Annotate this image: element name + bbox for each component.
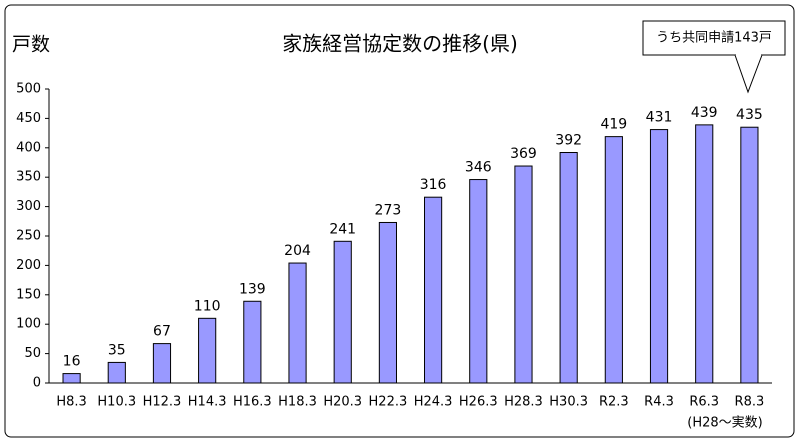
bar: [378, 221, 397, 384]
bar: [243, 300, 262, 384]
y-tick-label: 50: [24, 346, 41, 361]
chart-title: 家族経営協定数の推移(県): [282, 32, 518, 56]
value-label: 419: [600, 117, 627, 133]
x-tick-label: R4.3: [644, 395, 674, 410]
value-label: 110: [194, 298, 221, 314]
value-label: 241: [329, 221, 356, 237]
x-tick-label: R8.3: [735, 395, 765, 410]
bar: [559, 152, 578, 384]
bar: [514, 165, 533, 384]
annotation-box: [642, 20, 786, 56]
y-tick-label: 300: [16, 199, 41, 214]
x-tick-label: H8.3: [56, 395, 86, 410]
x-tick-label: H12.3: [143, 395, 182, 410]
annotation: うち共同申請143戸: [656, 31, 772, 46]
y-tick-label: 0: [33, 376, 41, 391]
x-tick-label: H24.3: [414, 395, 453, 410]
value-label: 439: [691, 105, 718, 121]
value-label: 346: [465, 160, 492, 176]
value-label: 273: [375, 202, 402, 218]
bar: [62, 373, 81, 384]
bar: [424, 196, 443, 384]
bar: [107, 361, 126, 384]
note: (H28〜実数): [687, 415, 762, 431]
y-axis-label: 戸数: [12, 34, 50, 56]
value-label: 204: [284, 243, 311, 259]
bar: [288, 262, 307, 384]
bar: [333, 240, 352, 384]
value-label: 139: [239, 281, 266, 297]
bar: [740, 126, 759, 384]
x-tick-label: R2.3: [599, 395, 629, 410]
x-tick-label: R6.3: [689, 395, 719, 410]
y-tick-label: 500: [16, 82, 41, 97]
value-label: 435: [736, 107, 763, 123]
x-tick-label: H10.3: [97, 395, 136, 410]
value-label: 392: [555, 133, 582, 149]
bar: [604, 136, 623, 384]
x-tick-label: H26.3: [459, 395, 498, 410]
y-tick-label: 350: [16, 170, 41, 185]
bar: [469, 179, 488, 384]
x-tick-label: H18.3: [278, 395, 317, 410]
value-label: 35: [108, 342, 126, 358]
x-tick-label: H16.3: [233, 395, 272, 410]
value-label: 316: [420, 177, 447, 193]
value-label: 16: [63, 354, 81, 370]
x-tick-label: H22.3: [369, 395, 408, 410]
x-tick-label: H28.3: [504, 395, 543, 410]
value-label: 369: [510, 146, 537, 162]
bar: [198, 317, 217, 384]
x-tick-label: H30.3: [549, 395, 588, 410]
bar: [152, 343, 172, 384]
value-label: 431: [646, 110, 673, 126]
x-tick-label: H14.3: [188, 395, 227, 410]
y-tick-label: 100: [16, 317, 41, 332]
bar: [695, 124, 714, 384]
bar: [649, 129, 669, 384]
y-tick-label: 200: [16, 258, 41, 273]
y-tick-label: 150: [16, 287, 41, 302]
y-tick-label: 250: [16, 229, 41, 244]
y-tick-label: 400: [16, 140, 41, 155]
y-tick-label: 450: [16, 111, 41, 126]
x-tick-label: H20.3: [323, 395, 362, 410]
value-label: 67: [153, 324, 171, 340]
annotation-callout: [734, 54, 763, 94]
